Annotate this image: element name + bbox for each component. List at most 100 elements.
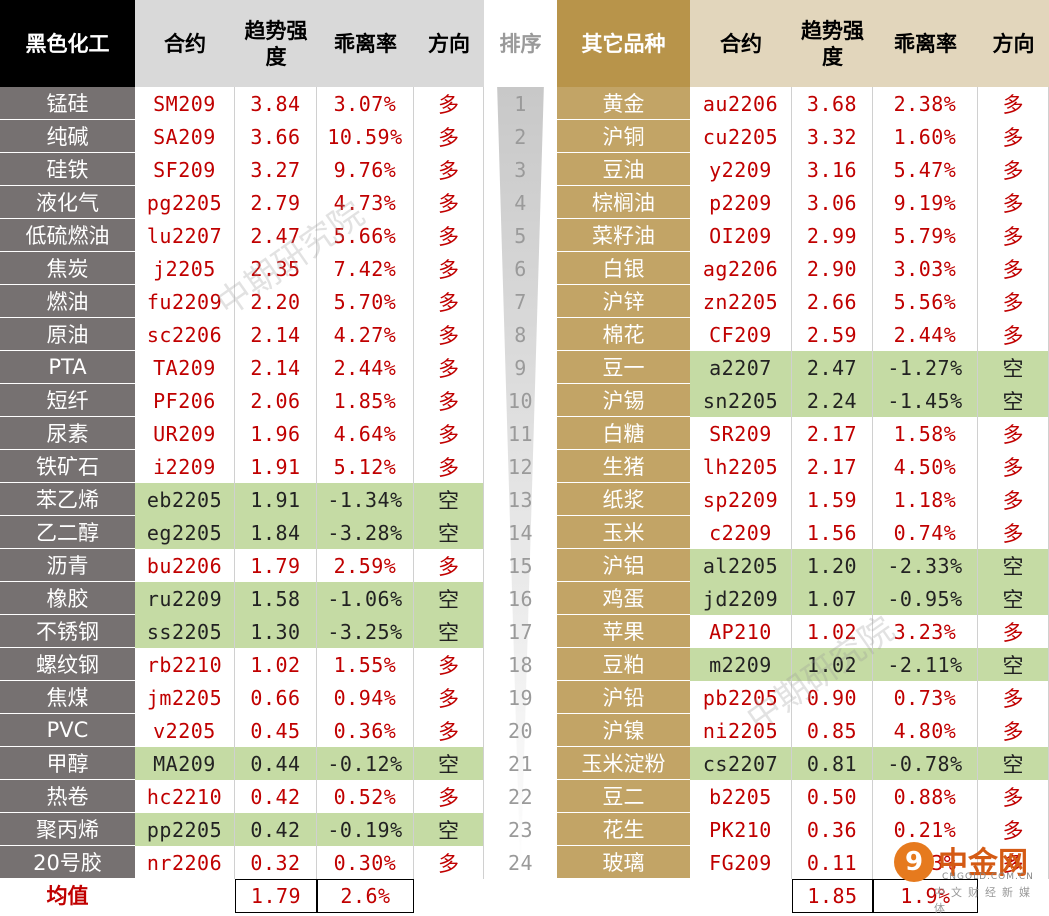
right-row-direction: 多 — [978, 219, 1049, 252]
left-row-strength: 1.84 — [235, 516, 317, 549]
right-row-direction: 多 — [978, 516, 1049, 549]
left-row-name: 不锈钢 — [0, 615, 135, 648]
left-row-contract: hc2210 — [135, 780, 235, 813]
left-row-strength: 3.27 — [235, 153, 317, 186]
average-right-strength: 1.85 — [792, 879, 873, 913]
left-row-strength: 1.02 — [235, 648, 317, 681]
left-row-contract: eb2205 — [135, 483, 235, 516]
rank-number: 6 — [514, 256, 527, 281]
right-row-deviation: -1.45% — [873, 384, 978, 417]
right-row-strength: 2.59 — [792, 318, 873, 351]
right-row-deviation: -2.33% — [873, 549, 978, 582]
right-row-strength: 2.17 — [792, 450, 873, 483]
right-row-name: 沪锌 — [557, 285, 690, 318]
left-row-contract: pg2205 — [135, 186, 235, 219]
right-row-contract: a2207 — [690, 351, 792, 384]
right-row-direction: 多 — [978, 252, 1049, 285]
rank-number: 15 — [507, 553, 534, 578]
rank-number: 11 — [507, 421, 534, 446]
left-row-direction: 多 — [414, 318, 484, 351]
right-row-strength: 1.02 — [792, 615, 873, 648]
left-row-direction: 多 — [414, 285, 484, 318]
right-row-direction: 空 — [978, 648, 1049, 681]
left-row-name: 尿素 — [0, 417, 135, 450]
left-row-direction: 多 — [414, 714, 484, 747]
rank-number: 18 — [507, 652, 534, 677]
left-row-strength: 2.47 — [235, 219, 317, 252]
right-row-contract: SR209 — [690, 417, 792, 450]
right-row-direction: 多 — [978, 186, 1049, 219]
right-row-name: 沪锡 — [557, 384, 690, 417]
left-row-strength: 1.79 — [235, 549, 317, 582]
right-row-name: 豆粕 — [557, 648, 690, 681]
left-row-deviation: -3.28% — [317, 516, 414, 549]
right-row-deviation: 2.38% — [873, 87, 978, 120]
right-row-direction: 多 — [978, 417, 1049, 450]
left-row-deviation: 1.85% — [317, 384, 414, 417]
right-row-deviation: 9.19% — [873, 186, 978, 219]
left-row-deviation: 9.76% — [317, 153, 414, 186]
left-row-deviation: 5.66% — [317, 219, 414, 252]
left-header-direction: 方向 — [414, 0, 484, 87]
left-row-direction: 多 — [414, 780, 484, 813]
left-row-deviation: 7.42% — [317, 252, 414, 285]
left-row-direction: 空 — [414, 747, 484, 780]
right-row-strength: 0.85 — [792, 714, 873, 747]
rank-number: 5 — [514, 223, 527, 248]
left-row-contract: SA209 — [135, 120, 235, 153]
left-row-contract: MA209 — [135, 747, 235, 780]
right-row-name: 鸡蛋 — [557, 582, 690, 615]
left-row-contract: PF206 — [135, 384, 235, 417]
left-row-direction: 空 — [414, 483, 484, 516]
rank-number: 20 — [507, 718, 534, 743]
right-row-name: 沪铝 — [557, 549, 690, 582]
left-row-contract: rb2210 — [135, 648, 235, 681]
right-row-name: 沪铅 — [557, 681, 690, 714]
right-row-deviation: 0.74% — [873, 516, 978, 549]
right-row-direction: 空 — [978, 384, 1049, 417]
rank-number: 17 — [507, 619, 534, 644]
right-header-contract: 合约 — [690, 0, 792, 87]
left-row-name: 乙二醇 — [0, 516, 135, 549]
left-row-name: 螺纹钢 — [0, 648, 135, 681]
rank-header: 排序 — [484, 0, 557, 87]
right-row-strength: 2.47 — [792, 351, 873, 384]
right-row-contract: au2206 — [690, 87, 792, 120]
left-row-name: 硅铁 — [0, 153, 135, 186]
right-row-deviation: 0.21% — [873, 813, 978, 846]
left-row-name: 苯乙烯 — [0, 483, 135, 516]
left-row-deviation: 2.44% — [317, 351, 414, 384]
right-row-direction: 多 — [978, 780, 1049, 813]
rank-number: 1 — [514, 91, 527, 116]
right-row-contract: ag2206 — [690, 252, 792, 285]
left-row-deviation: 0.52% — [317, 780, 414, 813]
right-row-name: 生猪 — [557, 450, 690, 483]
left-row-contract: nr2206 — [135, 846, 235, 879]
right-row-contract: FG209 — [690, 846, 792, 879]
rank-number: 23 — [507, 817, 534, 842]
left-header-contract: 合约 — [135, 0, 235, 87]
left-row-contract: ss2205 — [135, 615, 235, 648]
left-row-contract: ru2209 — [135, 582, 235, 615]
right-row-direction: 空 — [978, 747, 1049, 780]
right-row-strength: 3.06 — [792, 186, 873, 219]
left-row-direction: 多 — [414, 417, 484, 450]
left-row-deviation: 2.59% — [317, 549, 414, 582]
right-row-direction: 多 — [978, 615, 1049, 648]
right-header-direction: 方向 — [978, 0, 1049, 87]
left-row-deviation: 10.59% — [317, 120, 414, 153]
right-row-name: 花生 — [557, 813, 690, 846]
right-row-contract: lh2205 — [690, 450, 792, 483]
left-row-deviation: 0.94% — [317, 681, 414, 714]
right-row-strength: 1.59 — [792, 483, 873, 516]
right-header-deviation: 乖离率 — [873, 0, 978, 87]
left-row-direction: 多 — [414, 648, 484, 681]
left-row-name: 沥青 — [0, 549, 135, 582]
rank-number: 2 — [514, 124, 527, 149]
right-row-strength: 2.24 — [792, 384, 873, 417]
right-row-deviation: 4.50% — [873, 450, 978, 483]
left-row-contract: SF209 — [135, 153, 235, 186]
left-row-direction: 多 — [414, 846, 484, 879]
right-row-strength: 1.56 — [792, 516, 873, 549]
